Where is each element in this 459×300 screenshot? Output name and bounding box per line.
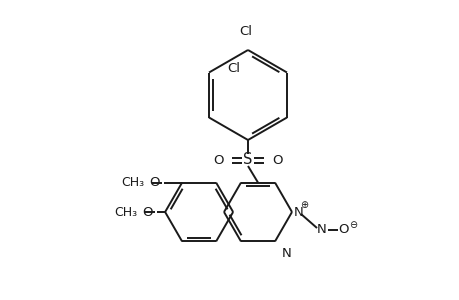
Text: ⊖: ⊖	[348, 220, 356, 230]
Text: O: O	[213, 154, 224, 166]
Text: N: N	[293, 206, 303, 218]
Text: CH₃: CH₃	[114, 206, 137, 218]
Text: N: N	[281, 248, 291, 260]
Text: S: S	[243, 152, 252, 167]
Text: O: O	[142, 206, 153, 218]
Text: Cl: Cl	[239, 25, 252, 38]
Text: N: N	[316, 224, 326, 236]
Text: Cl: Cl	[227, 62, 240, 75]
Text: O: O	[271, 154, 282, 166]
Text: CH₃: CH₃	[121, 176, 144, 189]
Text: ⊕: ⊕	[299, 200, 308, 210]
Text: O: O	[149, 176, 160, 189]
Text: O: O	[338, 224, 348, 236]
